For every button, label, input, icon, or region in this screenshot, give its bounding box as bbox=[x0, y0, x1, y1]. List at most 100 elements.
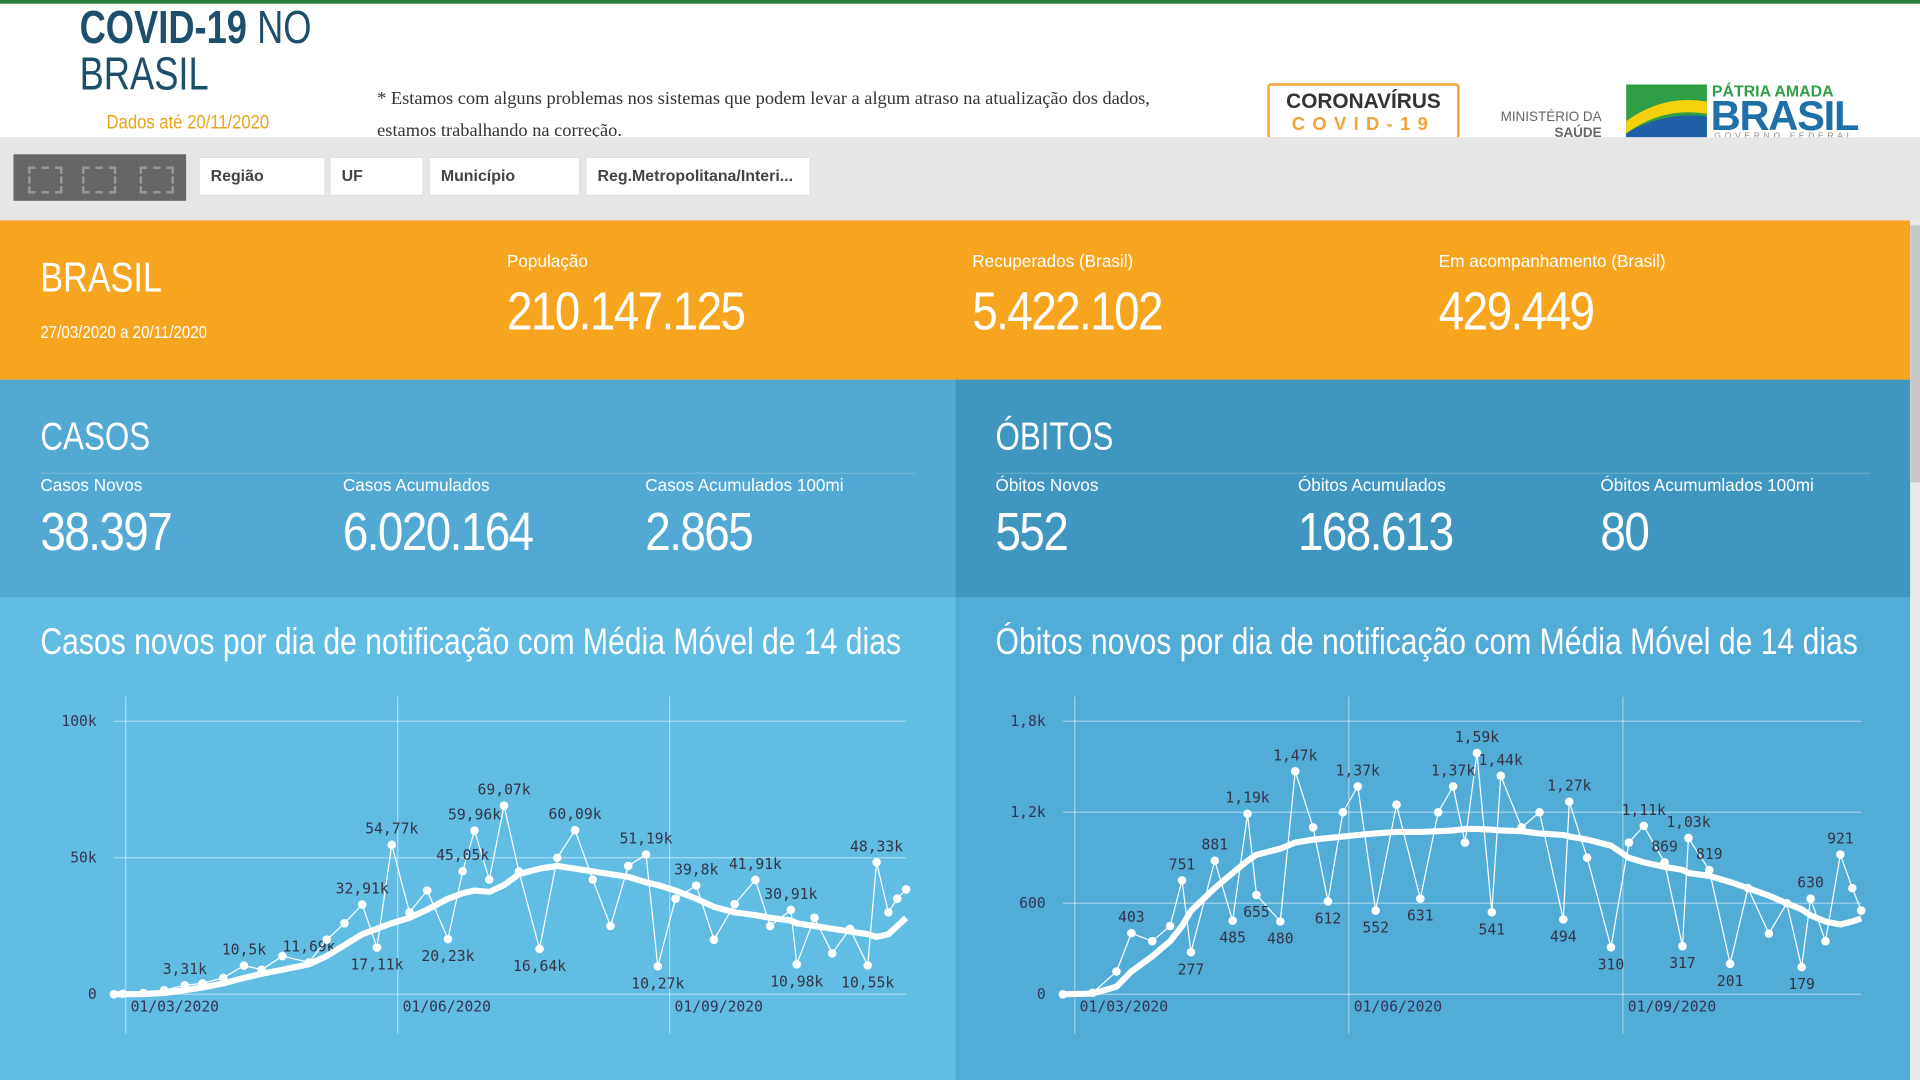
data-point bbox=[372, 943, 382, 952]
clear-button[interactable] bbox=[139, 166, 174, 194]
moving-average-line bbox=[1062, 825, 1863, 998]
data-point bbox=[901, 885, 911, 894]
data-point bbox=[1564, 797, 1574, 806]
filter-dropdown[interactable]: UF bbox=[329, 156, 424, 196]
data-point bbox=[863, 961, 872, 970]
data-point bbox=[357, 900, 367, 909]
data-label: 179 bbox=[1788, 976, 1815, 993]
data-point bbox=[1487, 907, 1497, 917]
data-label: 494 bbox=[1550, 928, 1577, 945]
x-tick-label: 01/06/2020 bbox=[1354, 998, 1442, 1015]
data-point bbox=[570, 825, 580, 835]
data-point bbox=[1678, 941, 1687, 951]
kpi-label: Recuperados (Brasil) bbox=[972, 251, 1134, 271]
data-point bbox=[1448, 782, 1458, 791]
data-label: 60,09k bbox=[549, 806, 602, 823]
data-label: 20,23k bbox=[421, 948, 474, 965]
x-tick-label: 01/09/2020 bbox=[1628, 998, 1716, 1015]
data-label: 51,19k bbox=[619, 830, 672, 847]
data-label: 3,31k bbox=[163, 961, 207, 978]
kpi-label: Casos Acumulados bbox=[342, 475, 490, 495]
data-label: 631 bbox=[1407, 908, 1434, 925]
data-label: 921 bbox=[1827, 831, 1854, 848]
title-line2: BRASIL bbox=[79, 48, 209, 101]
data-point bbox=[1228, 916, 1237, 925]
data-label: 69,07k bbox=[478, 782, 531, 799]
data-point bbox=[1705, 865, 1714, 875]
kpi-value: 429.449 bbox=[1438, 281, 1595, 342]
summary-panel: BRASIL 27/03/2020 a 20/11/2020 População… bbox=[0, 220, 1911, 380]
data-point bbox=[786, 905, 796, 915]
x-tick-label: 01/09/2020 bbox=[675, 998, 763, 1015]
data-label: 310 bbox=[1598, 956, 1625, 973]
flag-arc bbox=[1626, 115, 1707, 141]
data-label: 41,91k bbox=[729, 856, 782, 873]
logo-text: PÁTRIA AMADA bbox=[1711, 82, 1834, 101]
data-point bbox=[827, 949, 837, 958]
data-label: 630 bbox=[1797, 875, 1824, 892]
data-point bbox=[1308, 823, 1318, 832]
kpi-value: 38.397 bbox=[40, 502, 172, 563]
data-label: 17,11k bbox=[350, 957, 403, 974]
data-label: 10,98k bbox=[770, 973, 823, 990]
data-label: 655 bbox=[1243, 904, 1270, 921]
data-point bbox=[1165, 921, 1175, 931]
data-point bbox=[422, 886, 432, 895]
y-tick-label: 1,8k bbox=[1010, 713, 1046, 730]
data-label: 1,44k bbox=[1479, 752, 1523, 769]
daily-line bbox=[1062, 752, 1862, 995]
data-point bbox=[765, 921, 775, 931]
filter-dropdown[interactable]: Região bbox=[198, 156, 326, 196]
scrollbar[interactable] bbox=[1910, 220, 1920, 1080]
data-point bbox=[553, 853, 562, 863]
data-label: 277 bbox=[1178, 961, 1205, 978]
kpi-label: Óbitos Acumumlados 100mi bbox=[1600, 475, 1814, 495]
data-label: 10,5k bbox=[222, 942, 266, 959]
data-point bbox=[1821, 936, 1830, 946]
data-point bbox=[1535, 807, 1544, 817]
data-label: 403 bbox=[1118, 909, 1145, 926]
data-point bbox=[1624, 838, 1634, 847]
data-point bbox=[641, 850, 651, 859]
data-point bbox=[470, 826, 479, 835]
data-point bbox=[1243, 809, 1252, 819]
kpi-value: 168.613 bbox=[1297, 502, 1454, 563]
data-point bbox=[1186, 947, 1196, 957]
summary-period: 27/03/2020 a 20/11/2020 bbox=[40, 322, 208, 342]
data-point bbox=[1725, 959, 1735, 969]
data-point bbox=[1276, 917, 1285, 926]
cases-panel: CASOS Casos Novos 38.397 Casos Acumulado… bbox=[0, 379, 956, 598]
data-point bbox=[623, 861, 633, 871]
filter-dropdown[interactable]: Município bbox=[428, 156, 581, 196]
data-point bbox=[588, 875, 598, 884]
data-point bbox=[1338, 807, 1348, 817]
kpi-value: 210.147.125 bbox=[506, 281, 746, 342]
data-point bbox=[1797, 962, 1806, 972]
data-point bbox=[485, 875, 494, 884]
divider bbox=[40, 472, 915, 474]
data-label: 39,8k bbox=[674, 862, 718, 879]
scroll-thumb[interactable] bbox=[1910, 225, 1920, 483]
title-light: NO bbox=[257, 2, 312, 54]
logo-text: MINISTÉRIO DA bbox=[1500, 110, 1602, 125]
data-point bbox=[1416, 894, 1425, 903]
data-point bbox=[322, 935, 332, 944]
data-point bbox=[1848, 883, 1857, 893]
data-point bbox=[387, 840, 397, 850]
data-label: 10,27k bbox=[631, 975, 684, 992]
redo-button[interactable] bbox=[82, 166, 117, 194]
summary-place: BRASIL bbox=[40, 254, 162, 302]
data-point bbox=[1606, 942, 1616, 952]
chart-panel: Casos novos por dia de notificação com M… bbox=[0, 597, 956, 1080]
y-tick-label: 100k bbox=[61, 713, 97, 730]
divider bbox=[995, 472, 1870, 474]
corona-logo: CORONAVÍRUS COVID-19 bbox=[1267, 83, 1460, 140]
data-label: 552 bbox=[1362, 920, 1389, 937]
data-point bbox=[1856, 906, 1866, 915]
data-label: 10,55k bbox=[841, 975, 894, 992]
data-point bbox=[892, 894, 902, 904]
filter-dropdown[interactable]: Reg.Metropolitana/Interi... bbox=[585, 156, 811, 196]
data-label: 30,91k bbox=[764, 886, 817, 903]
undo-button[interactable] bbox=[28, 166, 63, 194]
data-label: 541 bbox=[1479, 921, 1506, 938]
